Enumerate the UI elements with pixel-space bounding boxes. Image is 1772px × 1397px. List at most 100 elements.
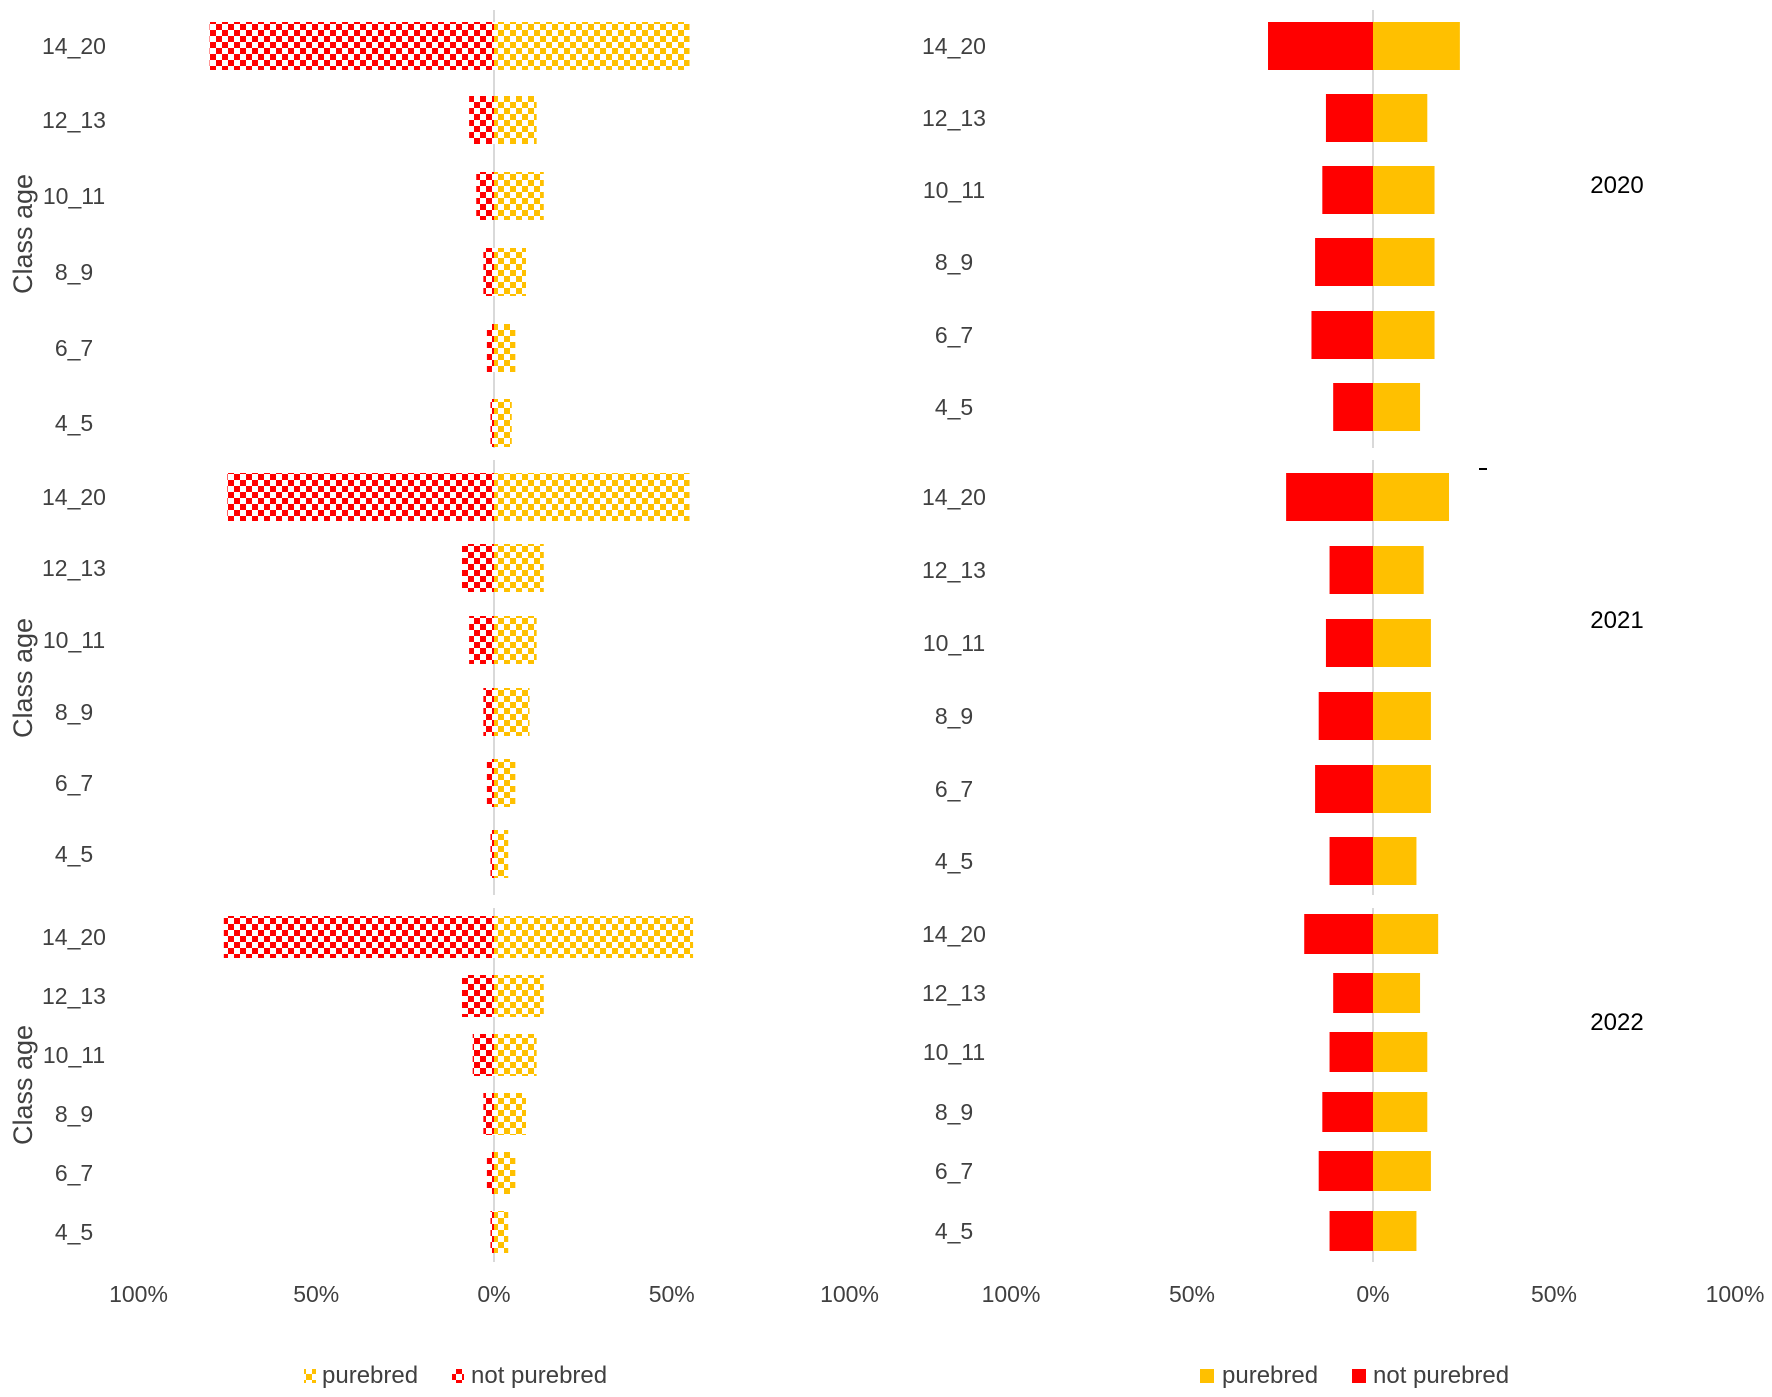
category-label: 4_5 xyxy=(935,1218,973,1244)
category-label: 8_9 xyxy=(55,1101,93,1127)
bar-purebred xyxy=(1373,94,1428,142)
x-tick-label: 100% xyxy=(982,1281,1041,1307)
bar-not-purebred xyxy=(1268,22,1373,70)
panel-year-label: 2021 xyxy=(1590,607,1643,634)
bar-not-purebred xyxy=(1329,837,1373,885)
bar-not-purebred xyxy=(486,1152,494,1194)
bar-purebred xyxy=(494,22,690,70)
x-tick-label: 50% xyxy=(1531,1281,1577,1307)
bar-purebred xyxy=(1373,973,1421,1013)
bar-purebred xyxy=(494,975,544,1017)
bar-purebred xyxy=(1373,311,1435,359)
bar-purebred xyxy=(1373,238,1435,286)
bar-purebred xyxy=(494,916,694,958)
x-tick-label: 100% xyxy=(109,1281,168,1307)
bar-not-purebred xyxy=(1286,473,1373,521)
category-label: 14_20 xyxy=(42,484,106,510)
category-label: 8_9 xyxy=(55,699,93,725)
bar-not-purebred xyxy=(486,759,494,807)
bar-not-purebred xyxy=(486,324,494,372)
bar-not-purebred xyxy=(483,688,494,736)
bar-not-purebred xyxy=(1315,238,1373,286)
bar-not-purebred xyxy=(1318,692,1373,740)
bar-purebred xyxy=(494,616,537,664)
bar-not-purebred xyxy=(476,172,494,220)
bar-purebred xyxy=(1373,837,1417,885)
category-label: 6_7 xyxy=(935,776,973,802)
category-label: 12_13 xyxy=(42,555,106,581)
bar-not-purebred xyxy=(469,616,494,664)
bar-not-purebred xyxy=(1322,1092,1373,1132)
legend-label-not-purebred: not purebred xyxy=(1373,1362,1509,1389)
bar-not-purebred xyxy=(1325,94,1373,142)
left-chart-patterned: 14_20 12_13 10_11 8_9 6_7 4_5 Class age 14_20 12… xyxy=(8,10,879,1307)
bar-not-purebred xyxy=(1329,1032,1373,1072)
legend-label-purebred: purebred xyxy=(1222,1362,1318,1389)
category-label: 10_11 xyxy=(923,1039,985,1065)
y-axis-label: Class age xyxy=(8,174,38,294)
bar-not-purebred xyxy=(490,399,494,447)
category-label: 6_7 xyxy=(55,770,93,796)
category-label: 4_5 xyxy=(55,1219,93,1245)
category-label: 14_20 xyxy=(922,921,986,947)
bar-purebred xyxy=(1373,692,1431,740)
bar-not-purebred xyxy=(469,96,494,144)
bar-not-purebred xyxy=(483,1093,494,1135)
category-label: 14_20 xyxy=(922,484,986,510)
legend-swatch-not-purebred xyxy=(1352,1369,1366,1383)
bar-purebred xyxy=(1373,546,1424,594)
bar-purebred xyxy=(494,1093,526,1135)
bar-not-purebred xyxy=(1333,973,1373,1013)
bar-purebred xyxy=(1373,166,1435,214)
bar-purebred xyxy=(1373,914,1439,954)
bar-not-purebred xyxy=(1318,1151,1373,1191)
category-label: 8_9 xyxy=(935,1099,973,1125)
category-label: 8_9 xyxy=(935,703,973,729)
bar-purebred xyxy=(1373,22,1460,70)
bar-not-purebred xyxy=(1329,1211,1373,1251)
bar-not-purebred xyxy=(462,544,494,592)
legend-swatch-purebred xyxy=(1200,1369,1214,1383)
x-tick-label: 0% xyxy=(477,1281,510,1307)
bar-purebred xyxy=(494,830,509,878)
category-label: 4_5 xyxy=(935,848,973,874)
bar-not-purebred xyxy=(1322,166,1373,214)
bar-purebred xyxy=(1373,1151,1431,1191)
bar-not-purebred xyxy=(490,830,494,878)
bar-not-purebred xyxy=(1329,546,1373,594)
category-label: 12_13 xyxy=(922,105,986,131)
bar-not-purebred xyxy=(472,1034,494,1076)
category-label: 4_5 xyxy=(935,394,973,420)
panel-year-label: 2020 xyxy=(1590,172,1643,199)
x-tick-label: 0% xyxy=(1356,1281,1389,1307)
category-label: 6_7 xyxy=(55,1160,93,1186)
legend-label-not-purebred: not purebred xyxy=(471,1362,607,1389)
bar-not-purebred xyxy=(462,975,494,1017)
category-label: 14_20 xyxy=(42,33,106,59)
category-label: 10_11 xyxy=(43,1042,105,1068)
bar-not-purebred xyxy=(1304,914,1373,954)
category-label: 12_13 xyxy=(922,557,986,583)
bar-not-purebred xyxy=(1333,383,1373,431)
bar-purebred xyxy=(494,1211,509,1253)
bar-purebred xyxy=(1373,383,1421,431)
category-label: 8_9 xyxy=(55,259,93,285)
category-label: 10_11 xyxy=(923,177,985,203)
x-tick-label: 100% xyxy=(1706,1281,1765,1307)
bar-not-purebred xyxy=(1311,311,1373,359)
bar-not-purebred xyxy=(209,22,494,70)
bar-purebred xyxy=(494,544,544,592)
category-label: 6_7 xyxy=(935,1158,973,1184)
category-label: 10_11 xyxy=(923,630,985,656)
bar-not-purebred xyxy=(483,248,494,296)
legend-swatch-not-purebred-patterned xyxy=(452,1369,464,1383)
x-tick-label: 50% xyxy=(649,1281,695,1307)
right-legend: purebred not purebred xyxy=(1200,1362,1509,1389)
bar-not-purebred xyxy=(227,473,494,521)
bar-not-purebred xyxy=(1315,765,1373,813)
bar-purebred xyxy=(494,1152,516,1194)
category-label: 4_5 xyxy=(55,410,93,436)
bar-purebred xyxy=(494,1034,537,1076)
category-label: 6_7 xyxy=(55,335,93,361)
